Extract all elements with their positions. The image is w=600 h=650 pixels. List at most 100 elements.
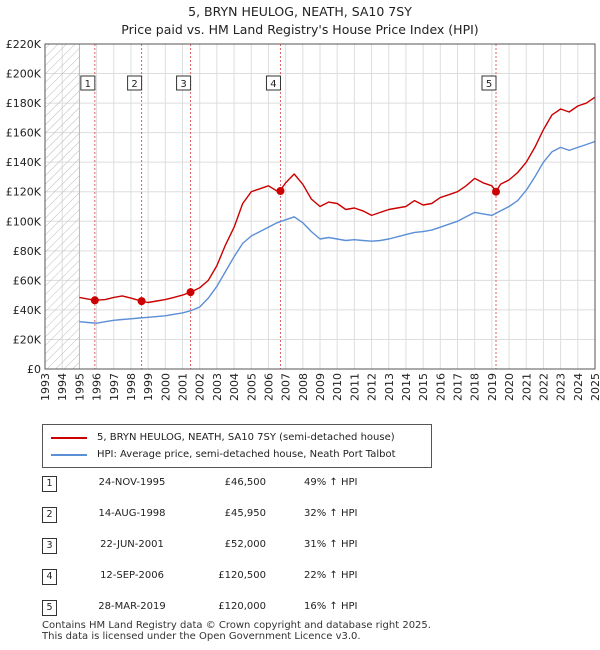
sale-marker-label: 1 [85,79,91,90]
sale-date: 14-AUG-1998 [98,508,166,519]
sale-marker-label: 2 [131,79,137,90]
x-tick-label: 2021 [520,373,533,401]
sale-price: £46,500 [224,477,266,488]
y-tick-label: £80K [13,245,42,258]
sale-price: £120,500 [218,570,266,581]
x-tick-label: 2001 [177,373,190,401]
sale-point [90,296,99,305]
legend-label-property: 5, BRYN HEULOG, NEATH, SA10 7SY (semi-de… [97,432,395,443]
footer-copyright: Contains HM Land Registry data © Crown c… [42,620,431,631]
sale-date: 12-SEP-2006 [100,570,164,581]
y-tick-label: £200K [6,68,42,81]
x-tick-label: 2013 [383,373,396,401]
sale-hpi-change: 31% ↑ HPI [304,539,358,550]
footer-attribution: Contains HM Land Registry data © Crown c… [42,620,431,642]
x-tick-label: 1994 [56,373,69,401]
hpi-series-line [79,140,596,324]
y-tick-label: £120K [6,186,42,199]
x-tick-label: 2015 [417,373,430,401]
x-tick-label: 2024 [572,373,585,401]
legend-item-hpi: HPI: Average price, semi-detached house,… [51,449,396,460]
x-tick-label: 2003 [211,373,224,401]
sale-marker-box [80,75,96,91]
sale-hpi-change: 32% ↑ HPI [304,508,358,519]
y-tick-label: £0 [27,363,41,376]
sale-marker-label: 3 [180,79,186,90]
x-tick-label: 2012 [366,373,379,401]
y-tick-label: £60K [13,274,42,287]
price-chart: 1 2 3 4 5 £0 £20K £40K £60K £80K £100K £120K £140K £… [6,38,600,401]
x-tick-label: 2014 [400,373,413,401]
x-tick-label: 1993 [39,373,52,401]
y-tick-label: £140K [6,156,42,169]
x-tick-label: 2000 [159,373,172,401]
sale-date: 24-NOV-1995 [98,477,166,488]
sale-date: 22-JUN-2001 [100,539,164,550]
x-tick-label: 2011 [348,373,361,401]
sale-price: £52,000 [224,539,266,550]
y-tick-label: £20K [13,333,42,346]
sale-date: 28-MAR-2019 [98,601,166,612]
legend-swatch-property [51,436,87,439]
sale-number-badge: 3 [42,538,57,554]
x-tick-label: 2019 [486,373,499,401]
sale-number-badge: 1 [42,476,57,492]
table-row: 4 12-SEP-2006 £120,500 22% ↑ HPI [42,569,462,585]
x-tick-label: 2023 [555,373,568,401]
table-row: 1 24-NOV-1995 £46,500 49% ↑ HPI [42,476,462,492]
x-tick-label: 2016 [434,373,447,401]
sale-marker-label: 5 [486,79,492,90]
sale-point [492,187,500,196]
table-row: 3 22-JUN-2001 £52,000 31% ↑ HPI [42,538,462,554]
y-tick-label: £180K [6,97,42,110]
x-tick-label: 2005 [245,373,258,401]
x-tick-label: 1998 [125,373,138,401]
x-tick-label: 2020 [503,373,516,401]
x-tick-label: 2004 [228,373,241,401]
property-series-line [79,96,596,304]
sale-marker-box [265,75,281,91]
legend-item-property: 5, BRYN HEULOG, NEATH, SA10 7SY (semi-de… [51,432,395,443]
x-tick-label: 2017 [452,373,465,401]
sale-hpi-change: 16% ↑ HPI [304,601,358,612]
sale-marker-box [127,75,143,91]
hatched-region [44,43,80,370]
x-tick-label: 2010 [331,373,344,401]
sale-price: £45,950 [224,508,266,519]
x-tick-label: 2006 [262,373,275,401]
x-tick-label: 1995 [73,373,86,401]
chart-subtitle: Price paid vs. HM Land Registry's House … [121,22,479,37]
sale-point [276,186,285,195]
x-tick-label: 2002 [194,373,207,401]
sale-hpi-change: 22% ↑ HPI [304,570,358,581]
x-tick-label: 2008 [297,373,310,401]
x-tick-label: 2009 [314,373,327,401]
legend-swatch-hpi [51,453,87,456]
y-tick-label: £160K [6,127,42,140]
x-tick-label: 1999 [142,373,155,401]
sale-number-badge: 2 [42,507,57,523]
x-tick-label: 2007 [280,373,293,401]
x-tick-label: 2018 [469,373,482,401]
x-tick-label: 1996 [91,373,104,401]
sale-marker-label: 4 [270,79,276,90]
sale-marker-box [176,75,192,91]
y-tick-label: £100K [6,215,42,228]
y-tick-label: £40K [13,304,42,317]
chart-title: 5, BRYN HEULOG, NEATH, SA10 7SY [188,4,412,19]
x-tick-label: 2025 [589,373,600,401]
plot-frame [44,43,596,370]
x-tick-label: 1997 [108,373,121,401]
sale-hpi-change: 49% ↑ HPI [304,477,358,488]
legend-label-hpi: HPI: Average price, semi-detached house,… [97,449,396,460]
table-row: 5 28-MAR-2019 £120,000 16% ↑ HPI [42,600,462,616]
table-row: 2 14-AUG-1998 £45,950 32% ↑ HPI [42,507,462,523]
x-tick-label: 2022 [537,373,550,401]
sale-number-badge: 5 [42,600,57,616]
chart-legend: 5, BRYN HEULOG, NEATH, SA10 7SY (semi-de… [42,424,432,468]
footer-licence: This data is licensed under the Open Gov… [42,631,361,642]
sale-point [137,297,146,306]
sale-number-badge: 4 [42,569,57,585]
sale-marker-box [481,75,497,91]
sale-point [186,288,195,297]
